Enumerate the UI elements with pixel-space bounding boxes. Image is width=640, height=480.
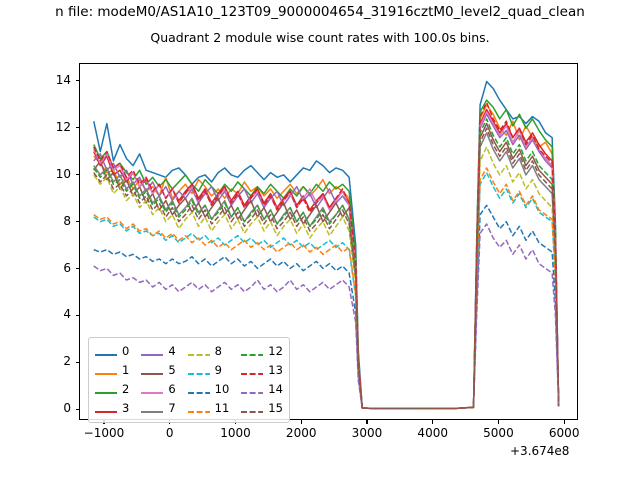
x-tick-label: 2000 xyxy=(285,426,317,440)
x-tick-label: 3000 xyxy=(351,426,383,440)
legend-line-swatch xyxy=(241,403,264,415)
y-tick-mark xyxy=(75,268,79,270)
plot-lines xyxy=(93,80,560,410)
legend-item-label: 10 xyxy=(214,381,230,396)
legend-grid: 0 4 8 12 1 5 9 13 2 6 10 14 3 7 11 15 xyxy=(95,342,283,418)
series-line-2 xyxy=(93,99,560,410)
legend-item-label: 15 xyxy=(268,400,283,415)
legend-item-label: 12 xyxy=(268,343,283,358)
legend-item-8[interactable]: 8 xyxy=(187,342,230,361)
y-tick-mark xyxy=(75,408,79,411)
legend-line-swatch xyxy=(241,365,264,377)
y-tick-label: 8 xyxy=(63,213,71,228)
legend-item-10[interactable]: 10 xyxy=(187,380,230,399)
x-tick-label: 5000 xyxy=(483,426,514,440)
legend-line-swatch xyxy=(187,365,210,377)
y-tick-mark xyxy=(75,314,79,317)
legend-item-label: 14 xyxy=(268,381,283,396)
legend-line-swatch xyxy=(141,346,164,358)
legend-item-label: 9 xyxy=(214,362,222,377)
x-tick-mark xyxy=(432,420,434,424)
legend-item-14[interactable]: 14 xyxy=(241,380,283,399)
x-tick-mark xyxy=(366,420,368,424)
legend-item-label: 4 xyxy=(168,343,176,358)
legend-line-swatch xyxy=(241,384,264,396)
series-line-10 xyxy=(93,204,560,410)
legend-line-swatch xyxy=(95,346,117,358)
legend-item-11[interactable]: 11 xyxy=(187,399,230,418)
legend-item-1[interactable]: 1 xyxy=(95,361,129,380)
x-axis-offset-text: +3.674e8 xyxy=(510,444,570,458)
legend-item-6[interactable]: 6 xyxy=(141,380,176,399)
legend-line-swatch xyxy=(95,384,117,396)
x-tick-mark xyxy=(300,420,302,424)
legend-item-label: 3 xyxy=(122,400,130,415)
x-tick-label: 1000 xyxy=(220,426,251,440)
series-line-11 xyxy=(93,167,560,410)
legend-line-swatch xyxy=(141,365,164,377)
legend-line-swatch xyxy=(187,384,210,396)
legend-item-2[interactable]: 2 xyxy=(95,380,129,399)
y-tick-label: 14 xyxy=(55,72,71,87)
legend-item-label: 13 xyxy=(268,362,283,377)
series-line-4 xyxy=(93,113,560,410)
y-tick-label: 10 xyxy=(55,166,71,181)
legend-item-label: 1 xyxy=(122,362,130,377)
y-tick-label: 0 xyxy=(63,401,71,416)
legend-item-4[interactable]: 4 xyxy=(141,342,176,361)
x-tick-label: 4000 xyxy=(417,426,448,440)
y-tick-label: 6 xyxy=(63,260,71,275)
y-tick-label: 4 xyxy=(63,307,71,322)
y-tick-mark xyxy=(75,174,79,176)
legend-line-swatch xyxy=(95,403,117,415)
y-tick-label: 2 xyxy=(63,354,71,369)
legend-item-label: 6 xyxy=(168,381,176,396)
x-tick-label: 0 xyxy=(165,426,174,440)
legend-line-swatch xyxy=(95,365,117,377)
legend-item-label: 8 xyxy=(214,343,222,358)
legend-item-15[interactable]: 15 xyxy=(241,399,283,418)
x-tick-label: 6000 xyxy=(548,426,580,440)
legend-line-swatch xyxy=(187,403,210,415)
legend-line-swatch xyxy=(187,346,210,358)
legend-line-swatch xyxy=(141,403,164,415)
series-line-8 xyxy=(93,146,560,410)
legend-item-3[interactable]: 3 xyxy=(95,399,129,418)
legend-item-0[interactable]: 0 xyxy=(95,342,129,361)
y-tick-mark xyxy=(75,361,79,364)
legend-item-12[interactable]: 12 xyxy=(241,342,283,361)
series-line-0 xyxy=(93,80,560,410)
legend-item-label: 0 xyxy=(122,343,130,358)
legend-item-label: 5 xyxy=(168,362,176,377)
figure-suptitle: n file: modeM0/AS1A10_123T09_9000004654_… xyxy=(55,4,585,20)
y-tick-mark xyxy=(75,127,79,129)
legend-item-13[interactable]: 13 xyxy=(241,361,283,380)
y-tick-mark xyxy=(75,221,79,223)
legend-item-label: 2 xyxy=(122,381,130,396)
x-tick-label: −1000 xyxy=(83,426,125,440)
legend-item-7[interactable]: 7 xyxy=(141,399,176,418)
legend-item-label: 11 xyxy=(214,400,230,415)
legend-item-9[interactable]: 9 xyxy=(187,361,230,380)
axes-title: Quadrant 2 module wise count rates with … xyxy=(150,30,490,45)
x-tick-mark xyxy=(563,420,565,424)
series-line-14 xyxy=(93,223,560,410)
series-line-13 xyxy=(93,101,560,410)
legend-item-label: 7 xyxy=(168,400,176,415)
x-tick-mark xyxy=(497,420,500,424)
legend-line-swatch xyxy=(241,346,264,358)
legend-box[interactable]: 0 4 8 12 1 5 9 13 2 6 10 14 3 7 11 15 xyxy=(88,337,290,423)
legend-item-5[interactable]: 5 xyxy=(141,361,176,380)
series-line-12 xyxy=(93,118,560,410)
series-line-9 xyxy=(93,171,560,410)
y-tick-mark xyxy=(75,80,79,82)
y-tick-label: 12 xyxy=(55,119,71,134)
legend-line-swatch xyxy=(141,384,164,396)
series-line-15 xyxy=(93,127,560,410)
